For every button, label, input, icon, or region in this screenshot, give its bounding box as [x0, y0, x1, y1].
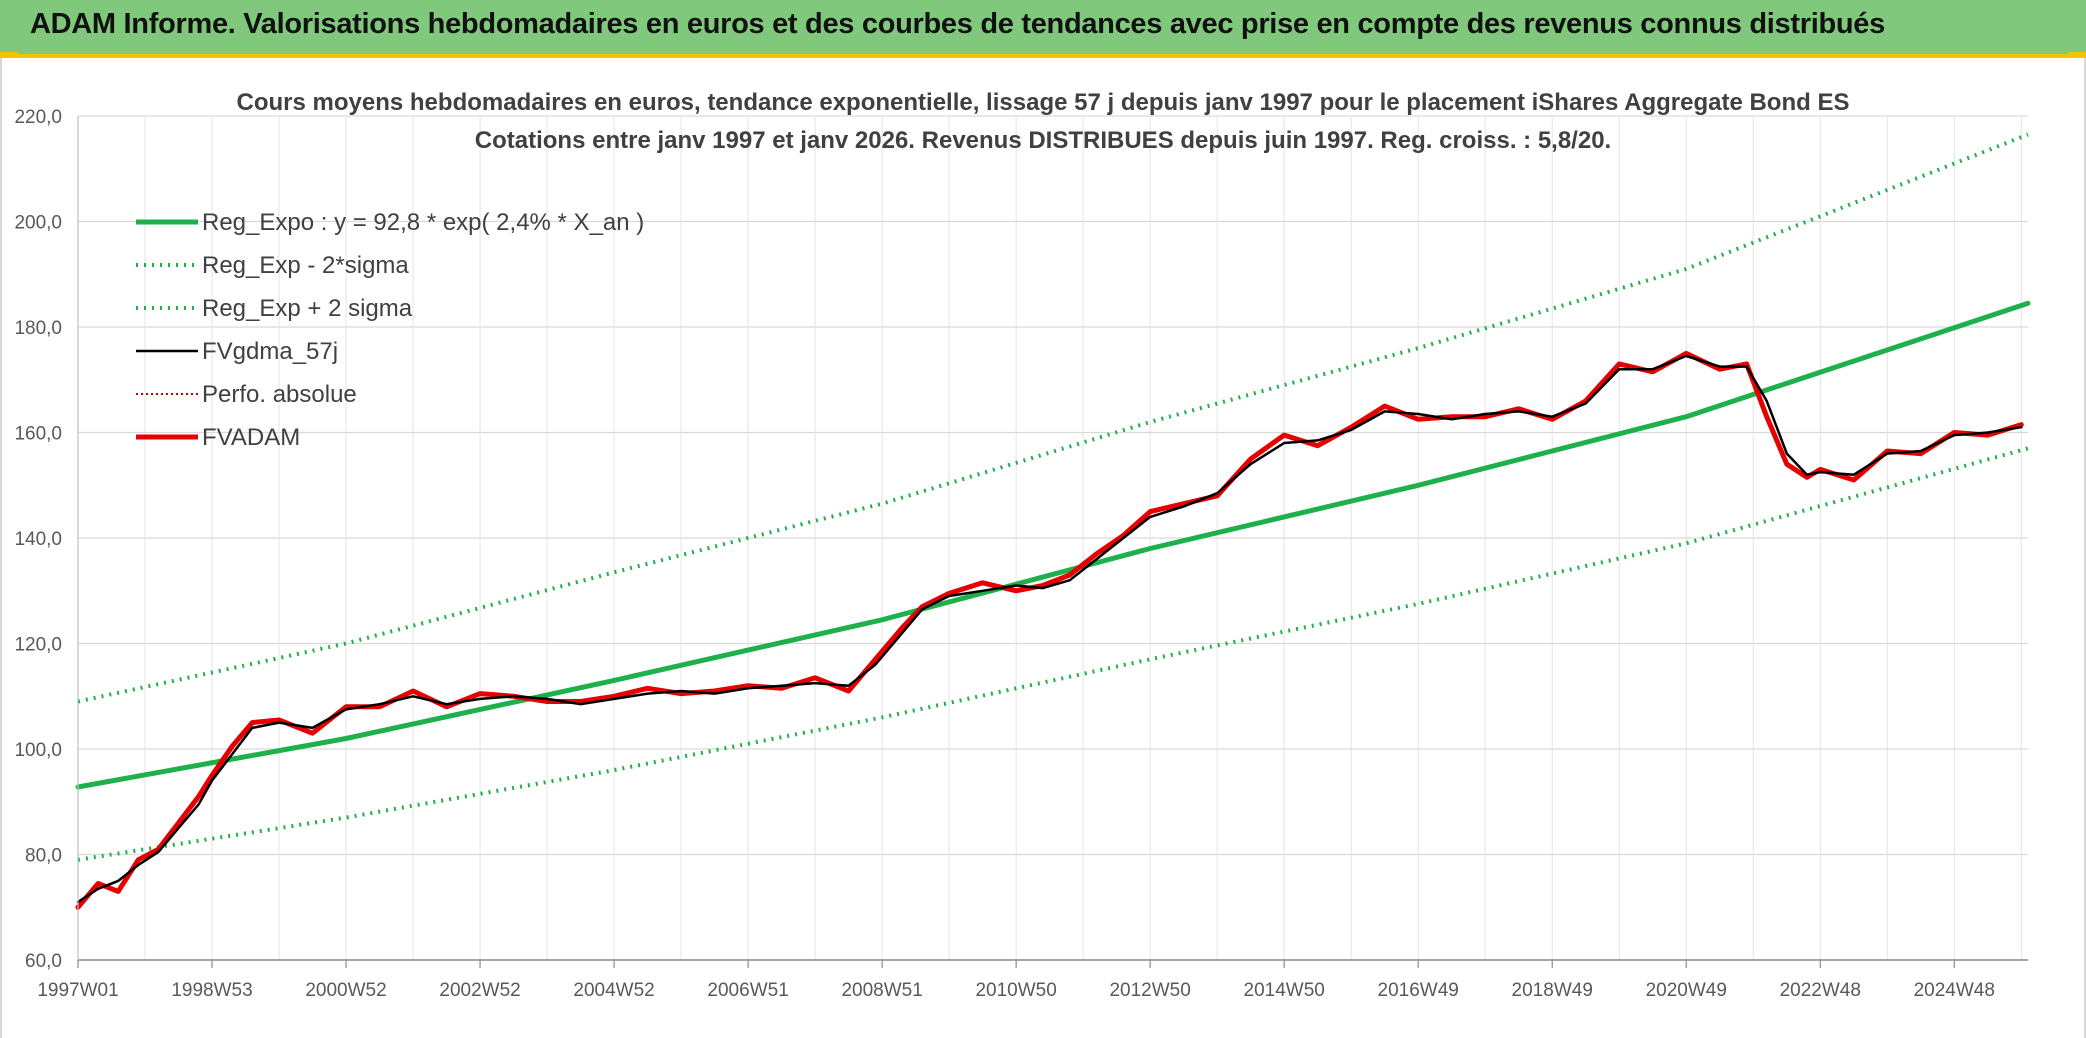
y-tick-label: 220,0	[14, 107, 62, 128]
y-tick-label: 180,0	[14, 318, 62, 339]
x-tick-label: 2012W50	[1109, 980, 1190, 1001]
x-tick-label: 2008W51	[841, 980, 922, 1001]
x-tick-label: 2006W51	[707, 980, 788, 1001]
y-tick-label: 160,0	[14, 424, 62, 445]
chart-grid	[77, 115, 2028, 961]
report-banner: ADAM Informe. Valorisations hebdomadaire…	[0, 0, 2086, 58]
x-tick-label: 2010W50	[975, 980, 1056, 1001]
x-tick-label: 2016W49	[1378, 980, 1459, 1001]
chart-legend: Reg_Expo : y = 92,8 * exp( 2,4% * X_an )…	[136, 209, 644, 451]
x-tick-label: 2004W52	[573, 980, 654, 1001]
series-line	[76, 354, 2023, 904]
legend-label: Reg_Exp + 2 sigma	[202, 295, 413, 322]
y-tick-label: 100,0	[14, 740, 62, 761]
series-line	[77, 132, 2029, 704]
y-tick-label: 80,0	[25, 846, 62, 867]
x-tick-label: 2018W49	[1512, 980, 1593, 1001]
x-tick-label: 2020W49	[1646, 980, 1727, 1001]
legend-label: Reg_Expo : y = 92,8 * exp( 2,4% * X_an )	[202, 209, 644, 236]
chart-title: Cours moyens hebdomadaires en euros, ten…	[237, 89, 1850, 116]
x-tick-label: 2024W48	[1914, 980, 1995, 1001]
x-tick-label: 2000W52	[305, 980, 386, 1001]
legend-label: FVgdma_57j	[202, 338, 338, 365]
chart-subtitle: Cotations entre janv 1997 et janv 2026. …	[475, 127, 1611, 154]
x-tick-label: 2002W52	[439, 980, 520, 1001]
report-title: ADAM Informe. Valorisations hebdomadaire…	[30, 8, 1885, 40]
chart-series	[75, 132, 2031, 910]
legend-label: FVADAM	[202, 424, 300, 451]
series-line	[77, 355, 2022, 903]
y-tick-label: 140,0	[14, 529, 62, 550]
y-tick-label: 60,0	[25, 951, 62, 972]
chart-frame	[0, 58, 2086, 1038]
banner-corner-right	[2068, 52, 2086, 58]
banner-corner-left	[0, 52, 18, 58]
x-tick-label: 1998W53	[171, 980, 252, 1001]
x-tick-label: 1997W01	[37, 980, 118, 1001]
series-line	[77, 446, 2029, 862]
x-tick-label: 2022W48	[1780, 980, 1861, 1001]
chart-axes: 60,0 80,0 100,0 120,0 140,0 160,0 180,0 200,0 22…	[14, 107, 2028, 1001]
legend-label: Perfo. absolue	[202, 381, 357, 408]
series-line	[75, 350, 2024, 910]
x-tick-label: 2014W50	[1244, 980, 1325, 1001]
y-tick-label: 200,0	[14, 213, 62, 234]
series-line	[75, 300, 2031, 790]
legend-label: Reg_Exp - 2*sigma	[202, 252, 409, 279]
y-tick-label: 120,0	[14, 635, 62, 656]
